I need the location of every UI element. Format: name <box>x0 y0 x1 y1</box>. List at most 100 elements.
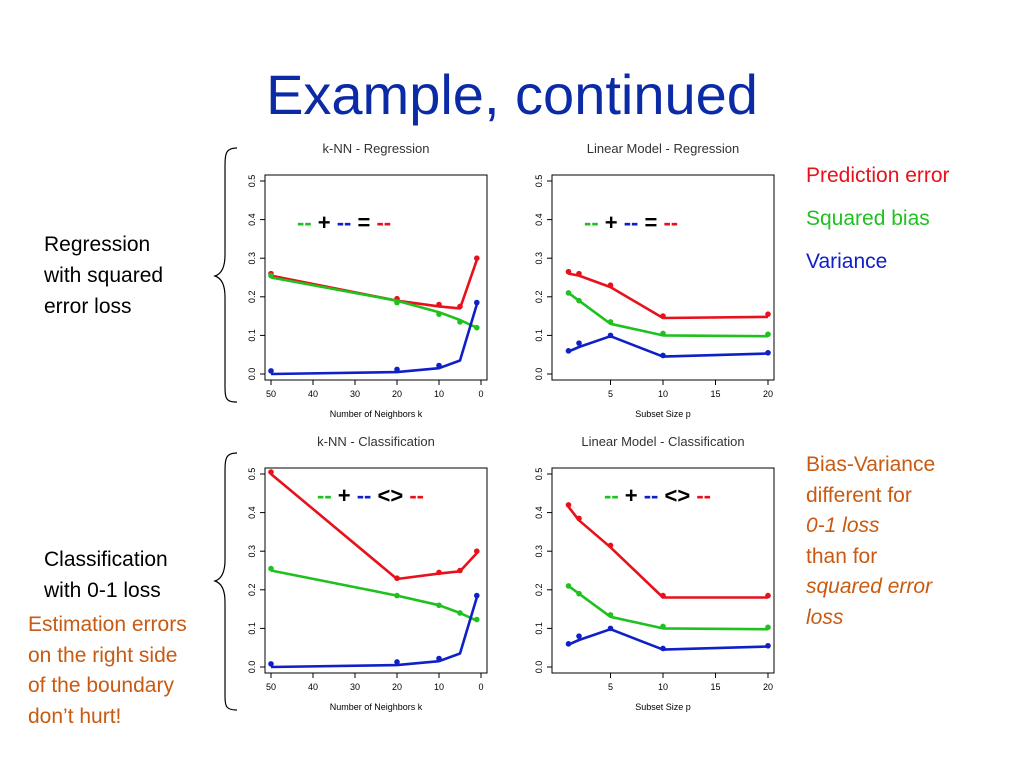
y-tick-label: 0.4 <box>247 213 257 226</box>
chart-title: k-NN - Classification <box>317 434 435 449</box>
variance-point <box>765 349 771 356</box>
x-axis-label: Number of Neighbors k <box>330 702 423 712</box>
variance-point <box>765 642 771 649</box>
bv-note-line: loss <box>806 605 844 629</box>
y-tick-label: 0.5 <box>534 175 544 188</box>
prediction-dash: -- <box>663 210 678 235</box>
squared-bias-point <box>474 616 480 623</box>
y-tick-label: 0.4 <box>247 506 257 519</box>
squared-bias-point <box>268 565 274 572</box>
slide-title: Example, continued <box>266 63 758 126</box>
plus-sign: + <box>619 483 644 508</box>
squared-bias-point <box>268 272 274 279</box>
y-tick-label: 0.5 <box>534 468 544 481</box>
y-tick-label: 0.0 <box>247 661 257 674</box>
regression-label-line: Regression <box>44 233 151 256</box>
bias-dash: -- <box>604 483 619 508</box>
squared-bias-point <box>436 311 442 317</box>
not-equal-sign: <> <box>371 483 409 508</box>
x-tick-label: 0 <box>478 682 483 692</box>
chart-title: Linear Model - Regression <box>587 141 739 156</box>
linear-regression-chart: Linear Model - Regression 0.0 0.1 0.2 0.3 0.4… <box>534 141 775 419</box>
estimation-note-line: of the boundary <box>28 674 174 697</box>
x-tick-label: 10 <box>434 682 444 692</box>
y-tick-label: 0.5 <box>247 175 257 188</box>
estimation-errors-note: Estimation errors on the right side of t… <box>28 610 187 732</box>
estimation-note-line: on the right side <box>28 643 178 667</box>
plot-frame <box>264 174 488 381</box>
classification-label-line: Classification <box>44 548 168 571</box>
prediction-error-point <box>268 469 274 475</box>
x-tick-label: 40 <box>308 682 318 692</box>
prediction-error-line <box>568 272 769 320</box>
prediction-dash: -- <box>409 483 424 508</box>
x-tick-label: 15 <box>710 389 720 399</box>
prediction-error-point <box>660 313 666 319</box>
linear-classification-chart: Linear Model - Classification 0.0 0.1 0.2 0.… <box>534 434 775 712</box>
bias-variance-note: Bias-Variance different for 0-1 loss tha… <box>806 450 935 633</box>
bias-dash: -- <box>297 210 312 235</box>
x-tick-label: 30 <box>350 389 360 399</box>
squared-bias-point <box>565 583 572 589</box>
estimation-note-line: Estimation errors <box>28 613 187 636</box>
bv-note-line: than for <box>806 544 878 568</box>
prediction-error-point <box>576 270 582 277</box>
variance-point <box>565 641 572 647</box>
prediction-dash: -- <box>696 483 711 508</box>
not-equal-sign: <> <box>658 483 696 508</box>
bv-note-line: 0-1 loss <box>806 514 880 537</box>
squared-bias-line <box>270 569 478 622</box>
variance-point <box>268 661 274 667</box>
y-tick-label: 0.3 <box>247 252 257 265</box>
x-axis-label: Subset Size p <box>635 409 691 419</box>
variance-dash: -- <box>337 210 352 235</box>
y-tick-label: 0.4 <box>534 506 544 519</box>
variance-point <box>436 655 442 662</box>
squared-bias-point <box>576 297 582 304</box>
plot-frame <box>264 467 488 674</box>
x-tick-label: 20 <box>392 682 402 692</box>
estimation-note-line: don’t hurt! <box>28 704 122 728</box>
x-tick-label: 10 <box>658 389 668 399</box>
variance-dash: -- <box>644 483 659 508</box>
prediction-error-point <box>436 301 442 308</box>
legend-variance: Variance <box>806 250 888 273</box>
x-tick-label: 10 <box>658 682 668 692</box>
classification-brace <box>213 452 238 711</box>
prediction-error-point <box>436 569 442 576</box>
prediction-error-point <box>474 548 480 554</box>
prediction-error-point <box>660 592 666 599</box>
knn-regression-chart: k-NN - Regression 0.0 0.1 0.2 0.3 0.4 0.5 50 40 3… <box>247 141 488 419</box>
x-tick-label: 0 <box>478 389 483 399</box>
variance-point <box>268 368 274 374</box>
squared-bias-line <box>567 291 769 338</box>
equation-annotation: -- + -- <> -- <box>317 483 424 508</box>
y-tick-label: 0.3 <box>534 545 544 558</box>
variance-point <box>394 366 400 373</box>
plus-sign: + <box>312 210 337 235</box>
variance-point <box>576 340 582 346</box>
variance-point <box>565 348 572 354</box>
x-tick-label: 20 <box>763 682 773 692</box>
equals-sign: = <box>351 210 376 235</box>
variance-dash: -- <box>357 483 372 508</box>
y-tick-label: 0.0 <box>247 368 257 381</box>
equals-sign: = <box>638 210 663 235</box>
prediction-error-point <box>607 282 614 289</box>
variance-line <box>567 627 769 651</box>
x-tick-label: 50 <box>266 682 276 692</box>
variance-line <box>567 334 769 358</box>
squared-bias-point <box>660 623 666 630</box>
chart-title: k-NN - Regression <box>323 141 430 156</box>
prediction-error-point <box>565 268 572 275</box>
squared-bias-point <box>607 319 614 325</box>
squared-bias-point <box>394 299 400 306</box>
legend: Prediction error Squared bias Variance <box>806 154 950 283</box>
prediction-error-point <box>565 502 572 508</box>
squared-bias-point <box>457 319 463 325</box>
bv-note-line: Bias-Variance <box>806 453 936 476</box>
prediction-error-point <box>394 575 400 582</box>
x-axis-label: Subset Size p <box>635 702 691 712</box>
prediction-error-point <box>576 515 582 522</box>
variance-point <box>436 362 442 369</box>
